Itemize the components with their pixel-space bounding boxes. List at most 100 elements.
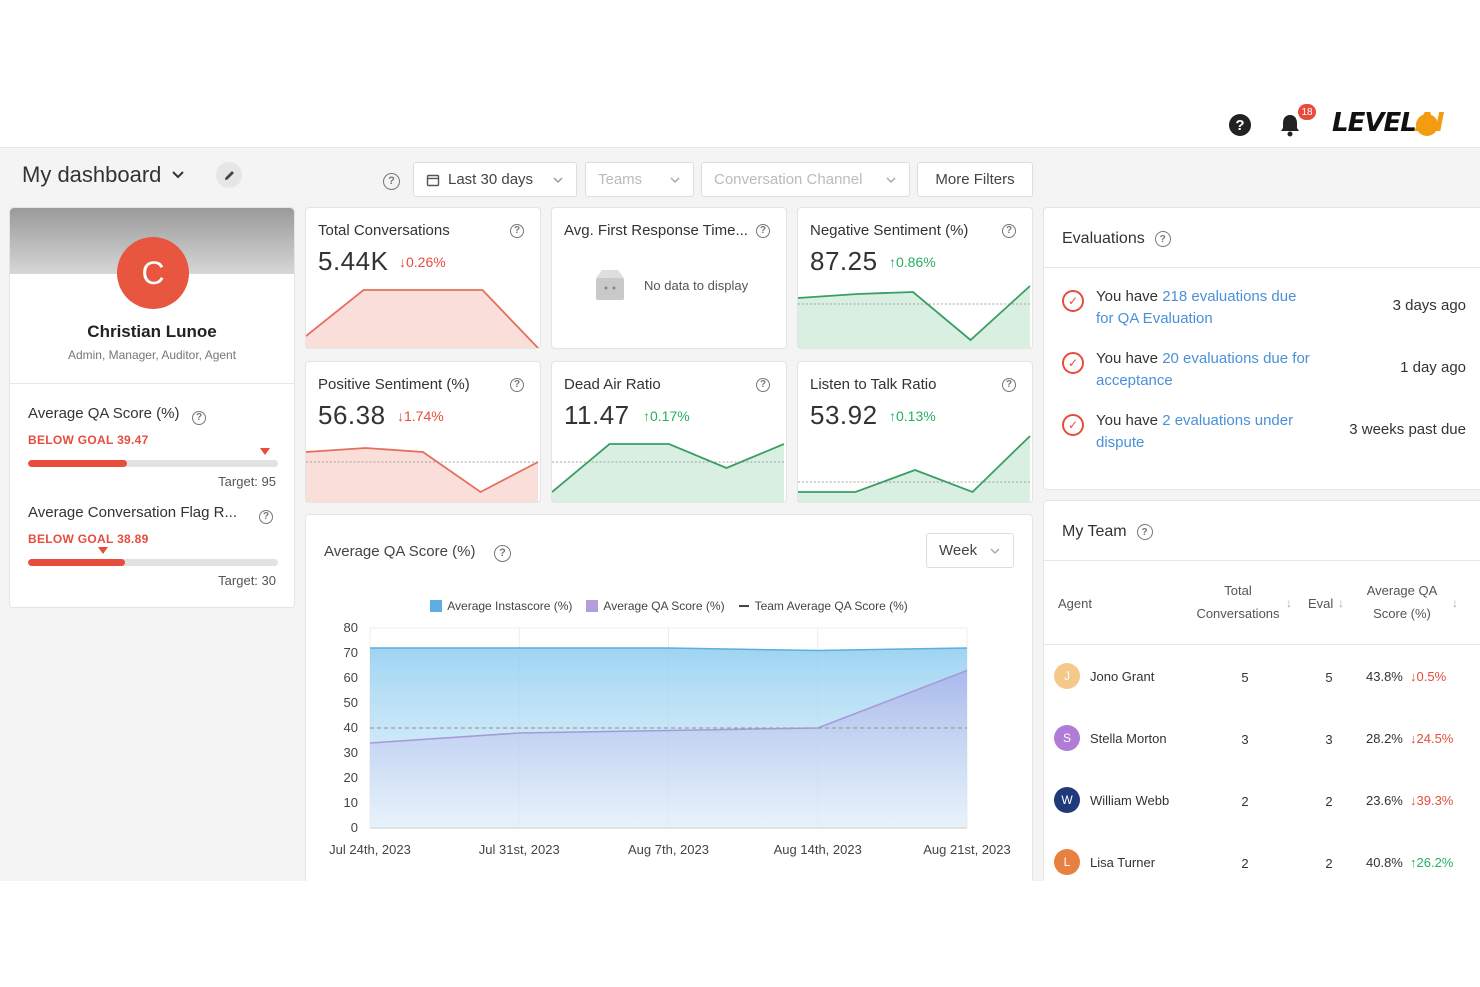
metric-help-icon[interactable]: ?: [1002, 220, 1016, 238]
bell-icon[interactable]: [1278, 112, 1302, 138]
agent-name[interactable]: Jono Grant: [1090, 669, 1155, 684]
x-tick-label: Jul 24th, 2023: [329, 842, 411, 857]
metric-help-icon[interactable]: ?: [1002, 374, 1016, 392]
metric-title: Listen to Talk Ratio: [810, 376, 937, 393]
metric-value: 11.47: [564, 400, 630, 430]
goal-status: BELOW GOAL 38.89: [28, 532, 149, 546]
legend-item-team-average[interactable]: Team Average QA Score (%): [738, 599, 908, 613]
goal-progress-fill: [28, 460, 127, 467]
levelai-logo[interactable]: LEVELAI: [1332, 108, 1445, 138]
table-row[interactable]: W William Webb 2 2 23.6% ↓39.3%: [1044, 775, 1480, 825]
evaluations-title: Evaluations: [1062, 230, 1145, 247]
no-data-message: No data to display: [644, 278, 749, 293]
evaluation-link[interactable]: 20 evaluations due for acceptance: [1096, 350, 1310, 389]
legend-item-qa-score[interactable]: Average QA Score (%): [586, 599, 725, 613]
y-tick-label: 60: [344, 670, 358, 685]
column-header-total-conversations[interactable]: Total Conversations: [1196, 583, 1280, 621]
chart-help-icon[interactable]: ?: [494, 543, 511, 562]
metric-card-negative-sentiment[interactable]: Negative Sentiment (%) ? 87.25 ↑0.86%: [797, 207, 1033, 349]
eval-count: 5: [1325, 670, 1333, 685]
goal-status: BELOW GOAL 39.47: [28, 433, 149, 447]
metric-delta: ↑0.17%: [643, 408, 690, 424]
evaluation-link[interactable]: 2 evaluations under dispute: [1096, 412, 1294, 451]
qa-score-delta: ↓0.5%: [1410, 669, 1447, 684]
bottom-margin: [0, 881, 1480, 987]
chevron-down-icon: [886, 176, 896, 183]
sort-arrow-icon[interactable]: ↓: [1338, 596, 1344, 610]
table-row[interactable]: L Lisa Turner 2 2 40.8% ↑26.2%: [1044, 837, 1480, 887]
goal-target: Target: 95: [218, 474, 276, 489]
conversation-channel-filter[interactable]: Conversation Channel: [701, 162, 910, 197]
period-select[interactable]: Week: [926, 533, 1014, 568]
pencil-icon: [224, 170, 234, 180]
table-row[interactable]: S Stella Morton 3 3 28.2% ↓24.5%: [1044, 713, 1480, 763]
metric-title: Avg. First Response Time...: [564, 222, 748, 239]
sparkline-chart: [306, 289, 539, 348]
agent-name[interactable]: Stella Morton: [1090, 731, 1167, 746]
qa-score-chart: 0 10 20 30 40 50 60 70 80 Jul 24th, 2023 Jul 31st,…: [329, 620, 1011, 857]
sort-arrow-icon[interactable]: ↓: [1452, 596, 1458, 610]
help-icon[interactable]: ?: [1229, 114, 1251, 136]
y-tick-label: 30: [344, 745, 358, 760]
x-tick-label: Aug 7th, 2023: [628, 842, 709, 857]
divider: [1044, 267, 1480, 268]
calendar-icon: [426, 174, 440, 186]
logo-badge-icon: [1416, 114, 1438, 136]
more-filters-label: More Filters: [935, 171, 1015, 188]
sparkline-chart: [798, 285, 1032, 348]
metric-help-icon[interactable]: ?: [510, 374, 524, 392]
eval-count: 3: [1325, 732, 1333, 747]
evaluations-help-icon[interactable]: ?: [1154, 231, 1171, 247]
channel-filter-label: Conversation Channel: [714, 171, 863, 188]
check-circle-icon: ✓: [1062, 352, 1084, 374]
sparkline-chart: [552, 443, 786, 502]
more-filters-button[interactable]: More Filters: [917, 162, 1033, 197]
y-tick-label: 20: [344, 770, 358, 785]
evaluations-card: Evaluations? ✓ You have 218 evaluations …: [1043, 207, 1480, 490]
qa-score: 23.6%: [1366, 793, 1403, 808]
date-range-value: Last 30 days: [448, 171, 534, 188]
team-help-icon[interactable]: ?: [1136, 524, 1153, 540]
agent-name[interactable]: William Webb: [1090, 793, 1170, 808]
sparkline-chart: [798, 435, 1032, 502]
edit-dashboard-button[interactable]: [216, 162, 242, 188]
divider: [10, 383, 294, 384]
eval-count: 2: [1325, 794, 1333, 809]
metric-card-positive-sentiment[interactable]: Positive Sentiment (%) ? 56.38 ↓1.74%: [305, 361, 541, 503]
evaluation-link[interactable]: 218 evaluations due for QA Evaluation: [1096, 288, 1297, 327]
evaluation-time: 3 weeks past due: [1349, 421, 1466, 438]
total-conversations: 2: [1241, 794, 1249, 809]
column-header-average-qa-score[interactable]: Average QA Score (%): [1366, 583, 1438, 621]
metric-value: 53.92: [810, 400, 878, 430]
evaluation-time: 3 days ago: [1392, 297, 1466, 314]
metric-help-icon[interactable]: ?: [756, 374, 770, 392]
goal-help-icon[interactable]: ?: [259, 506, 273, 524]
metric-help-icon[interactable]: ?: [756, 220, 770, 238]
metric-help-icon[interactable]: ?: [510, 220, 524, 238]
avatar: J: [1054, 663, 1080, 689]
column-header-eval[interactable]: Eval: [1308, 596, 1334, 611]
legend-item-instascore[interactable]: Average Instascore (%): [430, 599, 572, 613]
y-tick-label: 40: [344, 720, 358, 735]
goal-help-icon[interactable]: ?: [192, 407, 206, 425]
filters-help-icon[interactable]: ?: [383, 171, 400, 190]
sort-arrow-icon[interactable]: ↓: [1286, 596, 1292, 610]
chevron-down-icon: [990, 547, 1000, 554]
metric-card-dead-air[interactable]: Dead Air Ratio ? 11.47 ↑0.17%: [551, 361, 787, 503]
eval-count: 2: [1325, 856, 1333, 871]
chevron-down-icon: [553, 176, 563, 183]
qa-score: 40.8%: [1366, 855, 1403, 870]
metric-card-total-conversations[interactable]: Total Conversations ? 5.44K ↓0.26%: [305, 207, 541, 349]
metric-card-first-response[interactable]: Avg. First Response Time... ? No data to…: [551, 207, 787, 349]
x-tick-label: Aug 21st, 2023: [923, 842, 1010, 857]
date-range-filter[interactable]: Last 30 days: [413, 162, 577, 197]
teams-filter[interactable]: Teams: [585, 162, 694, 197]
table-row[interactable]: J Jono Grant 5 5 43.8% ↓0.5%: [1044, 651, 1480, 701]
agent-name[interactable]: Lisa Turner: [1090, 855, 1156, 870]
metric-card-listen-to-talk[interactable]: Listen to Talk Ratio ? 53.92 ↑0.13%: [797, 361, 1033, 503]
profile-roles: Admin, Manager, Auditor, Agent: [67, 348, 237, 362]
dashboard-selector[interactable]: My dashboard: [22, 162, 185, 188]
metric-delta: ↑0.86%: [889, 254, 936, 270]
profile-card: C Christian Lunoe Admin, Manager, Audito…: [9, 207, 295, 608]
y-tick-label: 80: [344, 620, 358, 635]
